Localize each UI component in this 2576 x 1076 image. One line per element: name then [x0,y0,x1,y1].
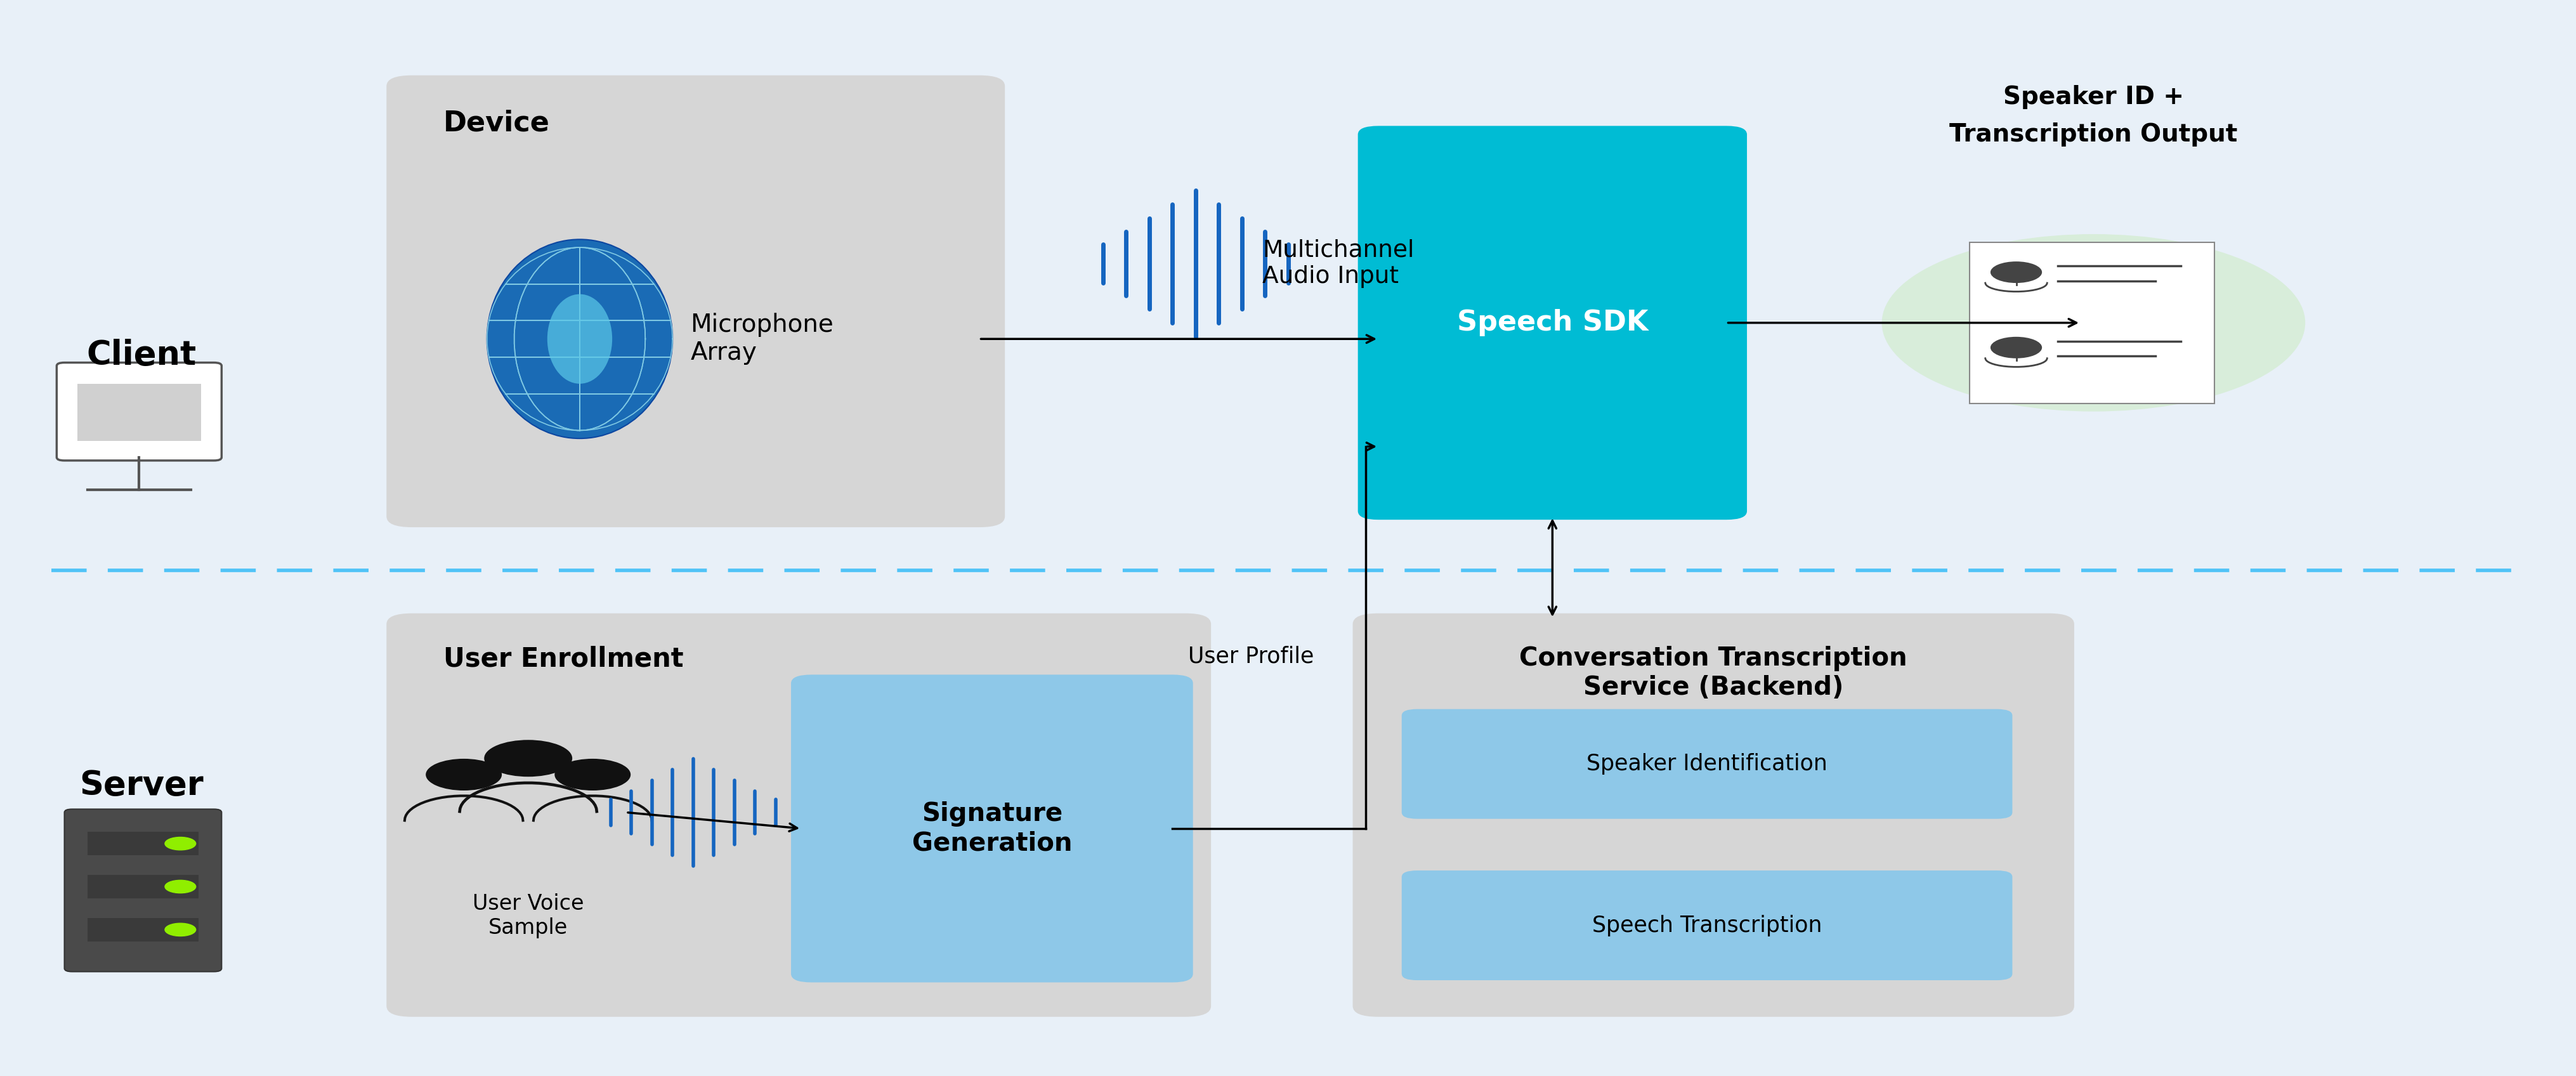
Circle shape [1989,337,2040,358]
FancyBboxPatch shape [1401,870,2012,980]
FancyBboxPatch shape [791,675,1193,982]
Text: Conversation Transcription
Service (Backend): Conversation Transcription Service (Back… [1520,646,1906,700]
Circle shape [554,759,631,791]
Circle shape [1989,261,2040,283]
Text: User Enrollment: User Enrollment [443,646,683,672]
FancyBboxPatch shape [386,75,1005,527]
FancyBboxPatch shape [1352,613,2074,1017]
FancyBboxPatch shape [57,363,222,461]
Circle shape [165,837,196,850]
Text: Multichannel
Audio Input: Multichannel Audio Input [1262,239,1414,288]
Circle shape [165,880,196,893]
Text: User Profile: User Profile [1188,646,1314,667]
FancyBboxPatch shape [386,613,1211,1017]
Circle shape [425,759,502,791]
FancyBboxPatch shape [1968,242,2213,404]
Text: Speech Transcription: Speech Transcription [1592,915,1821,936]
FancyBboxPatch shape [1401,709,2012,819]
Bar [77,384,201,441]
Circle shape [165,923,196,936]
Bar [88,875,198,898]
Text: User Voice
Sample: User Voice Sample [471,893,585,938]
Ellipse shape [546,294,613,384]
Text: Microphone
Array: Microphone Array [690,313,835,365]
Ellipse shape [487,240,672,439]
Text: Speaker Identification: Speaker Identification [1587,753,1826,775]
Text: Client: Client [88,339,196,371]
Text: Speaker ID +: Speaker ID + [2002,85,2184,109]
FancyBboxPatch shape [64,809,222,972]
Text: Transcription Output: Transcription Output [1950,123,2236,146]
Bar [88,918,198,942]
Text: Signature
Generation: Signature Generation [912,802,1072,855]
FancyBboxPatch shape [1358,126,1747,520]
Circle shape [1880,235,2303,411]
Text: Speech SDK: Speech SDK [1455,309,1649,337]
Text: Device: Device [443,110,549,137]
Circle shape [484,740,572,777]
Bar [88,832,198,855]
Text: Server: Server [80,769,204,802]
